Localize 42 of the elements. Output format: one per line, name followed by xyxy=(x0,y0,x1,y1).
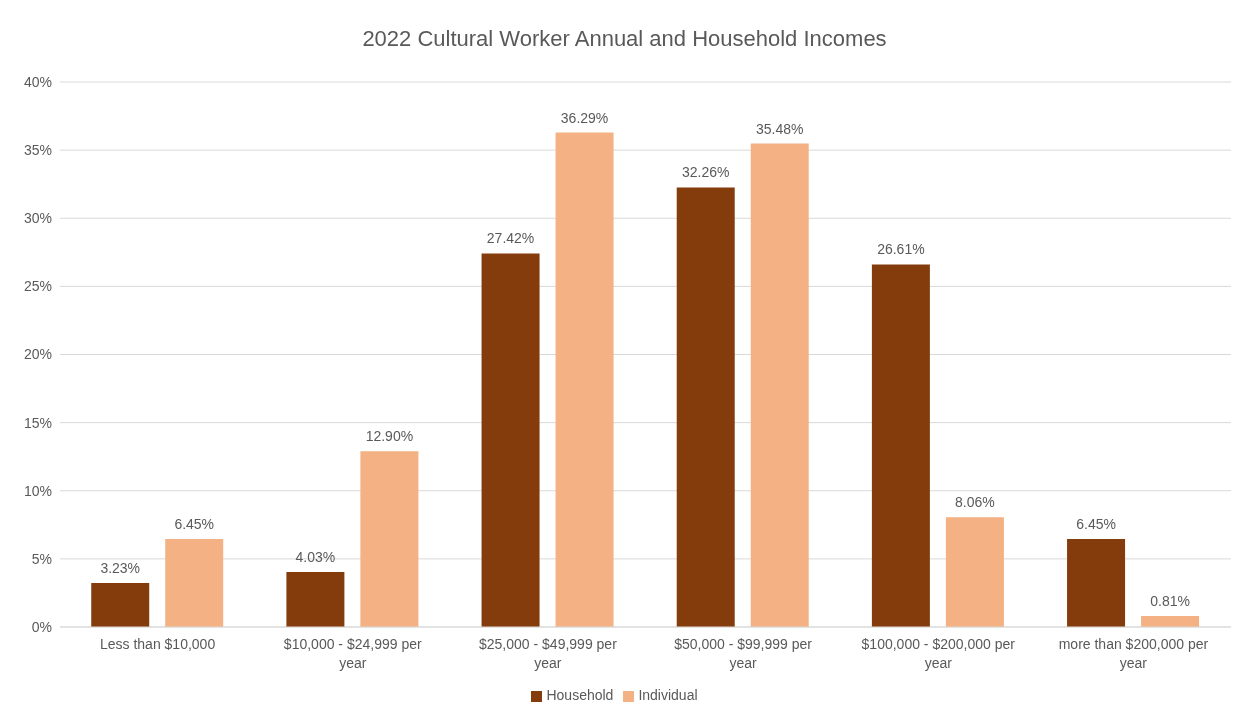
bar xyxy=(91,582,150,627)
data-label: 4.03% xyxy=(295,549,336,566)
y-tick-label: 30% xyxy=(23,210,52,227)
bar xyxy=(871,264,930,627)
x-tick-label: more than $200,000 per year xyxy=(1058,636,1209,671)
x-tick-label: $25,000 - $49,999 per year xyxy=(479,636,618,671)
bar xyxy=(750,143,809,627)
bar xyxy=(945,517,1004,627)
data-label: 35.48% xyxy=(755,120,804,137)
y-tick-label: 25% xyxy=(23,278,52,295)
data-label: 3.23% xyxy=(100,559,141,576)
data-label: 12.90% xyxy=(365,428,414,445)
x-tick-label: $50,000 - $99,999 per year xyxy=(674,636,813,671)
y-tick-label: 15% xyxy=(23,414,52,431)
data-label: 32.26% xyxy=(681,164,730,181)
y-tick-label: 0% xyxy=(31,618,52,635)
x-tick-label: Less than $10,000 xyxy=(99,636,216,652)
legend-label: Individual xyxy=(638,687,698,703)
data-label: 6.45% xyxy=(174,516,215,533)
data-label: 8.06% xyxy=(955,494,995,511)
bar xyxy=(481,253,540,627)
y-tick-label: 10% xyxy=(23,482,52,499)
bar xyxy=(1067,539,1126,627)
x-tick-label: $10,000 - $24,999 per year xyxy=(283,636,422,671)
bar xyxy=(555,132,614,627)
data-label: 36.29% xyxy=(560,109,609,126)
data-label: 0.81% xyxy=(1150,592,1190,609)
y-tick-label: 35% xyxy=(23,142,52,159)
data-label: 27.42% xyxy=(486,230,535,247)
chart-title: 2022 Cultural Worker Annual and Household Incomes xyxy=(361,25,888,53)
y-tick-label: 20% xyxy=(23,346,52,363)
y-tick-label: 40% xyxy=(23,73,52,90)
bar xyxy=(286,572,345,627)
data-label: 6.45% xyxy=(1076,516,1116,533)
y-tick-label: 5% xyxy=(31,550,52,567)
legend-label: Household xyxy=(546,687,614,703)
data-label: 26.61% xyxy=(877,241,925,258)
bar xyxy=(1141,615,1200,627)
bar xyxy=(360,451,419,627)
bar xyxy=(676,187,735,627)
bar xyxy=(165,539,224,627)
x-tick-label: $100,000 - $200,000 per year xyxy=(861,636,1016,671)
